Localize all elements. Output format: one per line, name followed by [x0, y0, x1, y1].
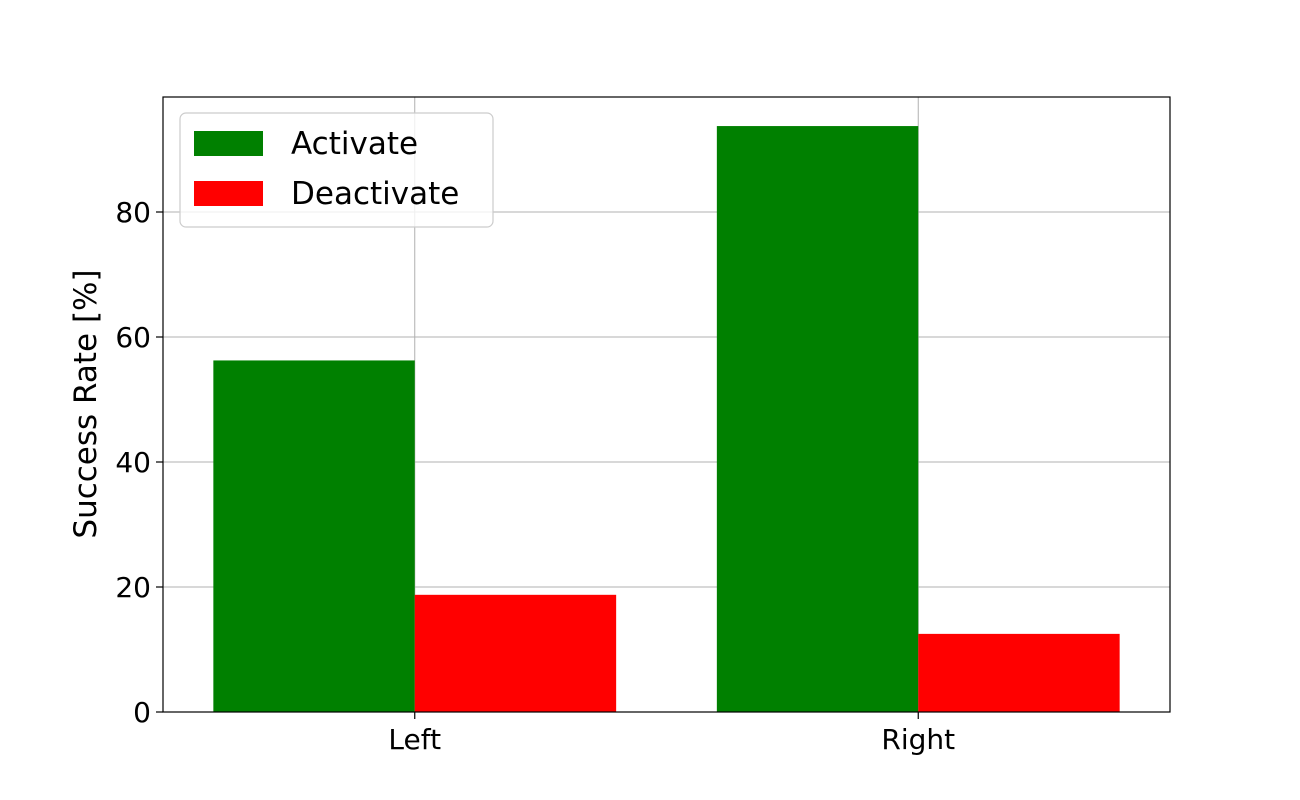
x-tick-label: Left	[388, 723, 441, 756]
y-tick-label: 60	[115, 321, 151, 354]
y-tick-label: 80	[115, 196, 151, 229]
y-tick-label: 0	[133, 696, 151, 729]
tick-layer: 0 20 40 60 80 Left Right	[115, 196, 955, 756]
x-tick-label: Right	[881, 723, 955, 756]
legend-label-deactivate: Deactivate	[291, 176, 459, 212]
bar-layer	[213, 126, 1120, 712]
legend-label-activate: Activate	[291, 126, 418, 162]
plot-area-frame	[162, 96, 1171, 713]
legend-swatch-deactivate	[194, 181, 263, 206]
y-axis-label: Success Rate [%]	[68, 269, 104, 538]
legend: Activate Deactivate	[179, 112, 494, 228]
y-tick-label: 20	[115, 571, 151, 604]
bar-deactivate-left	[414, 594, 617, 712]
legend-swatch-activate	[194, 131, 263, 156]
bar-activate-right	[716, 126, 919, 712]
bar-deactivate-right	[918, 633, 1120, 712]
bar-activate-left	[213, 360, 415, 712]
y-tick-label: 40	[115, 446, 151, 479]
